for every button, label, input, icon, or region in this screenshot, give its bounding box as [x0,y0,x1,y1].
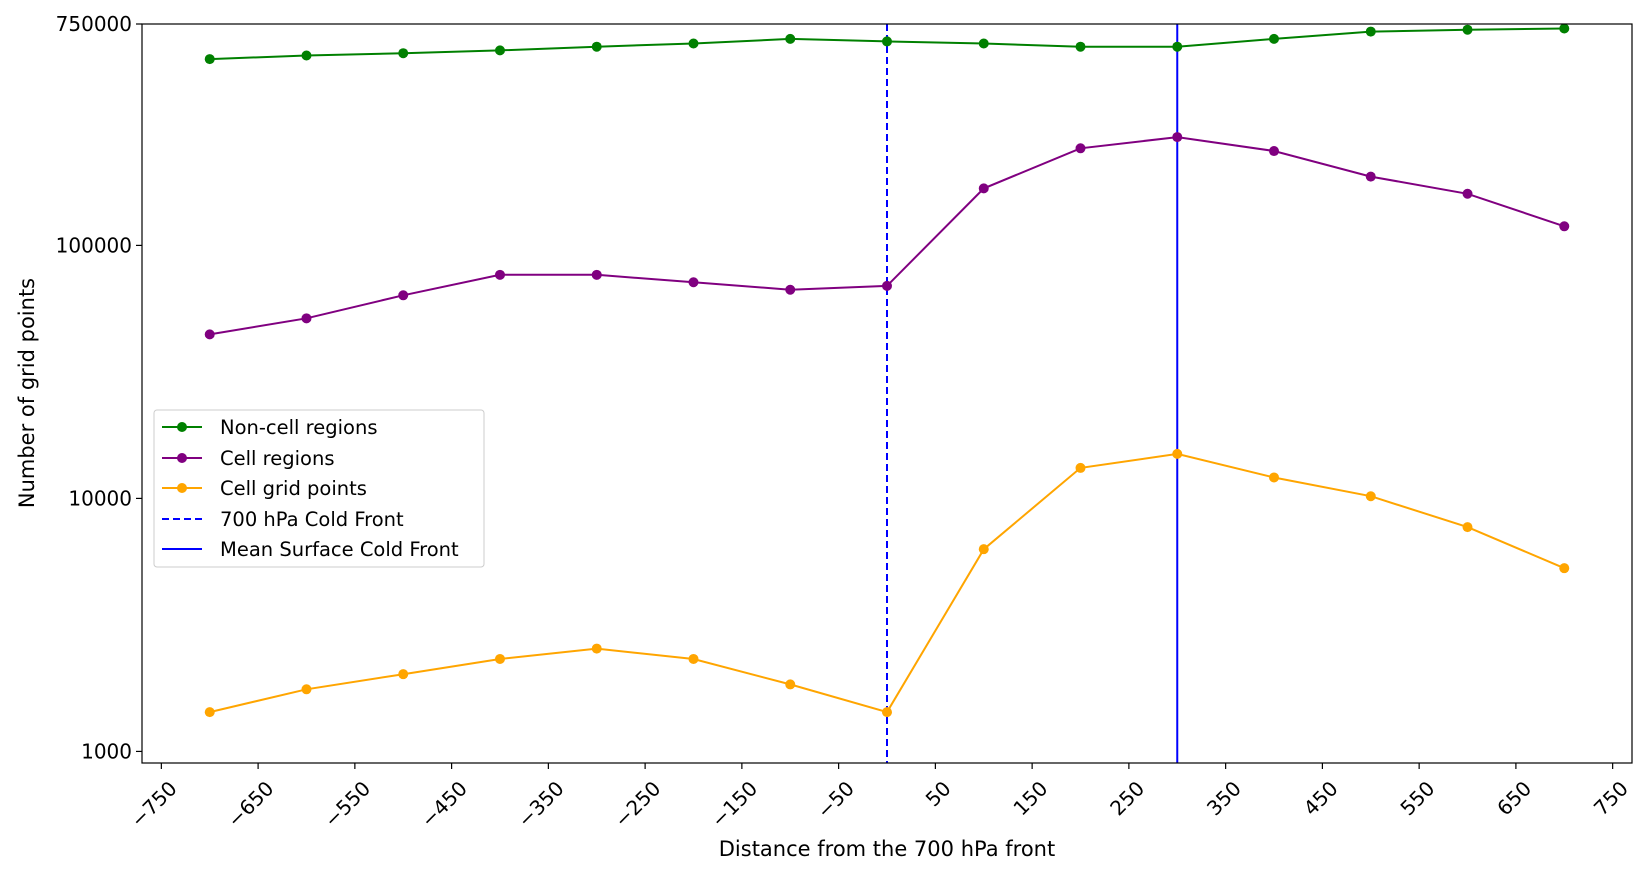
plot-area [204,23,1570,763]
y-tick-label: 750000 [56,12,132,36]
data-point-cell-grid-points [494,653,505,664]
x-tick-label: 450 [1299,776,1343,820]
data-point-cell-regions [1559,221,1570,232]
data-point-cell-grid-points [882,707,892,718]
x-tick-label: −50 [812,776,859,823]
legend-label-surface-front: Mean Surface Cold Front [220,538,459,561]
data-point-non-cell-regions [688,38,699,49]
legend-marker-cell-grid-points [177,483,187,493]
data-point-non-cell-regions [1075,41,1086,52]
data-point-non-cell-regions [785,33,796,44]
data-point-cell-grid-points [978,544,989,555]
data-point-non-cell-regions [978,38,989,49]
data-point-non-cell-regions [882,36,892,47]
data-point-non-cell-regions [1172,41,1183,52]
data-point-cell-regions [785,284,796,295]
x-tick-label: −250 [610,776,666,832]
x-tick-label: 550 [1395,776,1439,820]
x-tick-label: 250 [1105,776,1149,820]
data-point-cell-grid-points [1462,522,1473,533]
x-axis: −750 −650 −550 −450 −350 −250 −150 −50 50 150 250 3… [126,763,1633,832]
legend-label-cell-grid-points: Cell grid points [220,477,367,500]
data-point-cell-grid-points [785,679,796,690]
data-point-non-cell-regions [494,45,505,56]
data-point-non-cell-regions [1269,33,1280,44]
data-point-cell-grid-points [688,653,699,664]
data-point-cell-regions [882,280,892,291]
data-point-non-cell-regions [204,54,215,65]
x-tick-label: 350 [1202,776,1246,820]
data-point-cell-regions [688,277,699,288]
legend-label-non-cell: Non-cell regions [220,416,378,439]
data-point-cell-grid-points [1075,462,1086,473]
x-tick-label: 650 [1492,776,1536,820]
legend-frame [153,409,485,568]
data-point-cell-grid-points [1559,563,1570,574]
x-tick-label: −450 [416,776,472,832]
data-point-cell-grid-points [1365,491,1376,502]
data-point-cell-regions [1365,171,1376,182]
x-tick-label: −650 [223,776,279,832]
data-point-non-cell-regions [398,48,409,59]
data-point-cell-regions [591,269,602,280]
x-tick-label: −550 [319,776,375,832]
data-point-non-cell-regions [301,50,312,61]
legend-label-700hpa-front: 700 hPa Cold Front [220,508,404,531]
x-tick-label: 750 [1589,776,1633,820]
y-tick-label: 10000 [68,486,132,510]
y-axis: 1000 10000 100000 750000 [56,12,142,763]
x-axis-title: Distance from the 700 hPa front [719,837,1055,861]
x-tick-label: −350 [513,776,569,832]
data-point-non-cell-regions [591,41,602,52]
y-axis-title: Number of grid points [15,278,39,508]
data-point-cell-regions [1172,132,1183,143]
data-point-cell-regions [1075,143,1086,154]
x-tick-label: −750 [126,776,182,832]
x-tick-label: −150 [706,776,762,832]
data-point-cell-grid-points [1269,472,1280,483]
data-point-cell-regions [1269,146,1280,157]
legend-label-cell-regions: Cell regions [220,447,334,470]
data-point-cell-regions [494,269,505,280]
data-point-cell-regions [398,290,409,301]
x-tick-label: 50 [921,776,956,811]
data-point-cell-regions [1462,188,1473,199]
data-point-non-cell-regions [1365,26,1376,37]
legend-marker-cell-regions [177,453,187,463]
data-point-cell-grid-points [301,684,312,695]
data-point-cell-grid-points [591,643,602,654]
legend: Non-cell regions Cell regions Cell grid … [153,409,485,568]
legend-marker-non-cell [177,422,187,432]
data-point-non-cell-regions [1462,24,1473,35]
x-tick-label: 150 [1008,776,1052,820]
data-point-non-cell-regions [1559,23,1570,34]
data-point-cell-regions [204,329,215,340]
y-tick-label: 1000 [81,739,132,763]
data-point-cell-regions [978,183,989,194]
y-tick-label: 100000 [56,233,132,257]
data-point-cell-grid-points [1172,448,1183,459]
plot-frame [141,23,1633,764]
data-point-cell-regions [301,313,312,324]
data-point-cell-grid-points [398,669,409,680]
data-point-cell-grid-points [204,707,215,718]
